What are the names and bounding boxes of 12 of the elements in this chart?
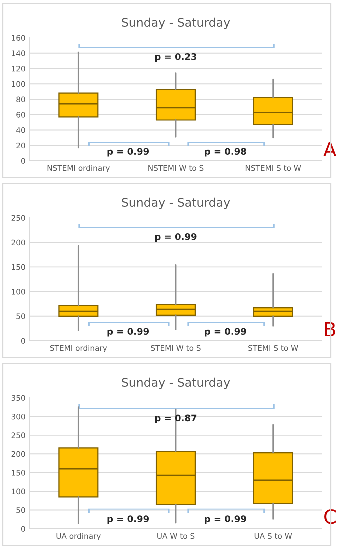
annotation: p = 0.99 bbox=[108, 328, 150, 337]
chart-title: Sunday - Saturday bbox=[122, 18, 230, 30]
annotation: p = 0.99 bbox=[108, 148, 150, 157]
annotation: p = 0.98 bbox=[205, 148, 246, 157]
chart-title: Sunday - Saturday bbox=[122, 378, 230, 390]
annotation: p = 0.23 bbox=[155, 53, 197, 62]
annotation: p = 0.99 bbox=[155, 233, 197, 242]
annotation: p = 0.99 bbox=[108, 516, 150, 524]
annotation: p = 0.87 bbox=[155, 414, 197, 424]
chart-title: Sunday - Saturday bbox=[122, 198, 230, 210]
annotation: p = 0.99 bbox=[205, 516, 246, 524]
annotation: p = 0.99 bbox=[205, 328, 246, 337]
